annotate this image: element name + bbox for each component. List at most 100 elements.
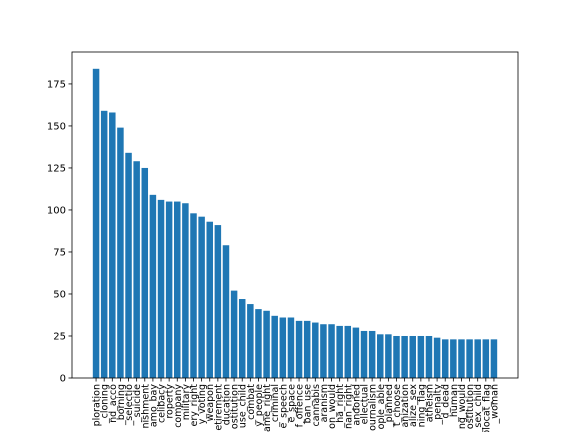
- y-tick-label-0: 0: [60, 374, 66, 385]
- x-tick-label-37: t_choose: [392, 384, 403, 426]
- bar-29: [328, 324, 335, 378]
- x-tick-label-42: _penalty: [433, 384, 444, 426]
- x-tick-label-11: military: [181, 384, 192, 421]
- bar-24: [287, 317, 295, 378]
- bar-17: [230, 290, 238, 378]
- bar-34: [368, 330, 376, 378]
- x-tick-label-29: on_would: [327, 384, 338, 429]
- x-tick-label-0: ploration: [92, 384, 103, 426]
- bar-31: [344, 325, 352, 378]
- bar-19: [247, 304, 254, 378]
- x-tick-label-19: _combat: [246, 384, 257, 426]
- x-tick-label-41: atheism: [424, 384, 435, 422]
- bar-7: [149, 194, 157, 378]
- x-tick-label-31: nan_right: [343, 384, 354, 429]
- x-tick-label-13: y_voting: [197, 384, 208, 424]
- bar-42: [433, 337, 441, 378]
- x-tick-label-1: _cloning: [100, 384, 111, 424]
- bar-11: [182, 203, 189, 378]
- bar-38: [401, 335, 408, 378]
- bar-5: [133, 161, 140, 378]
- bar-27: [312, 322, 319, 378]
- x-tick-label-47: _sex_child: [473, 384, 484, 432]
- bar-49: [490, 339, 498, 378]
- bar-28: [320, 324, 327, 378]
- x-tick-label-10: company: [173, 384, 184, 428]
- bar-47: [474, 339, 481, 378]
- bar-33: [360, 330, 368, 378]
- y-tick-label-2: 50: [53, 289, 66, 300]
- x-tick-label-39: alize_sex: [408, 384, 419, 427]
- x-tick-label-24: e_space: [286, 384, 297, 423]
- x-tick-label-2: nd_acco: [108, 384, 119, 423]
- x-tick-label-16: ducation: [221, 384, 232, 425]
- x-tick-label-4: _selectio: [124, 384, 135, 427]
- bar-40: [417, 335, 425, 378]
- bar-37: [393, 335, 400, 378]
- x-tick-label-33: ellectual: [360, 384, 371, 424]
- bar-13: [198, 216, 205, 378]
- bar-14: [206, 221, 213, 378]
- bar-35: [377, 334, 384, 378]
- bar-44: [450, 339, 457, 378]
- bar-36: [385, 334, 392, 378]
- x-tick-label-28: aranism: [319, 384, 330, 422]
- x-tick-label-12: ery_right: [189, 384, 200, 427]
- bar-30: [336, 325, 343, 378]
- bars-layer: [92, 68, 498, 379]
- x-tick-label-6: nishment: [140, 384, 151, 429]
- x-tick-label-40: ning_flag: [416, 384, 427, 427]
- bar-43: [441, 339, 449, 378]
- bar-45: [458, 339, 465, 378]
- bar-22: [271, 315, 278, 378]
- x-tick-label-45: ng_would: [457, 384, 468, 429]
- bar-2: [109, 112, 116, 379]
- y-tick-label-1: 25: [53, 331, 66, 342]
- bar-0: [92, 68, 100, 379]
- x-tick-label-27: cannabis: [311, 384, 322, 427]
- x-tick-label-30: _ha_right: [335, 384, 346, 429]
- bar-10: [174, 201, 181, 378]
- x-tick-label-34: ournalism: [368, 384, 379, 431]
- bar-1: [100, 110, 108, 378]
- bar-48: [482, 339, 490, 378]
- x-tick-label-17: ostitution: [230, 384, 241, 429]
- x-tick-label-38: anization: [400, 384, 411, 428]
- x-tick-label-48: olocat_flag: [481, 384, 492, 432]
- x-tick-label-36: _planned: [384, 384, 395, 428]
- bar-26: [303, 320, 311, 378]
- x-tick-label-21: ame_right: [262, 384, 273, 432]
- bar-21: [263, 310, 270, 378]
- bar-6: [141, 167, 149, 378]
- bar-20: [255, 309, 262, 378]
- y-tick-label-6: 150: [47, 121, 66, 132]
- x-tick-label-20: y_people: [254, 384, 265, 427]
- x-tick-label-25: f_offence: [295, 384, 306, 428]
- x-tick-label-26: ban_use: [303, 384, 314, 424]
- bar-25: [295, 320, 303, 378]
- x-tick-label-14: weapon: [205, 384, 216, 421]
- bar-18: [238, 299, 246, 378]
- y-tick-label-5: 125: [47, 163, 66, 174]
- axes-layer: 0 25 50 75 100 125 150 175 ploration_cloningnd_a…: [47, 51, 519, 436]
- bar-41: [425, 335, 433, 378]
- y-tick-label-7: 175: [47, 79, 66, 90]
- bar-23: [279, 317, 287, 378]
- x-tick-label-9: roperty: [165, 384, 176, 419]
- x-tick-label-32: andoned: [351, 384, 362, 426]
- bar-16: [222, 245, 230, 378]
- x-tick-label-43: d_dead: [441, 384, 452, 419]
- bar-3: [117, 127, 124, 379]
- x-tick-label-44: _human: [449, 384, 460, 423]
- x-tick-label-46: ostitution: [465, 384, 476, 429]
- x-tick-label-23: e_speech: [278, 384, 289, 429]
- x-tick-label-8: celibacy: [157, 384, 168, 423]
- x-tick-label-7: amo_bay: [148, 384, 159, 427]
- bar-15: [214, 225, 222, 378]
- x-tick-label-5: _suicide: [132, 384, 143, 423]
- bar-32: [352, 327, 360, 378]
- x-tick-label-49: _woman: [489, 384, 500, 424]
- bar-12: [190, 213, 197, 378]
- x-tick-label-15: etirement: [213, 384, 224, 431]
